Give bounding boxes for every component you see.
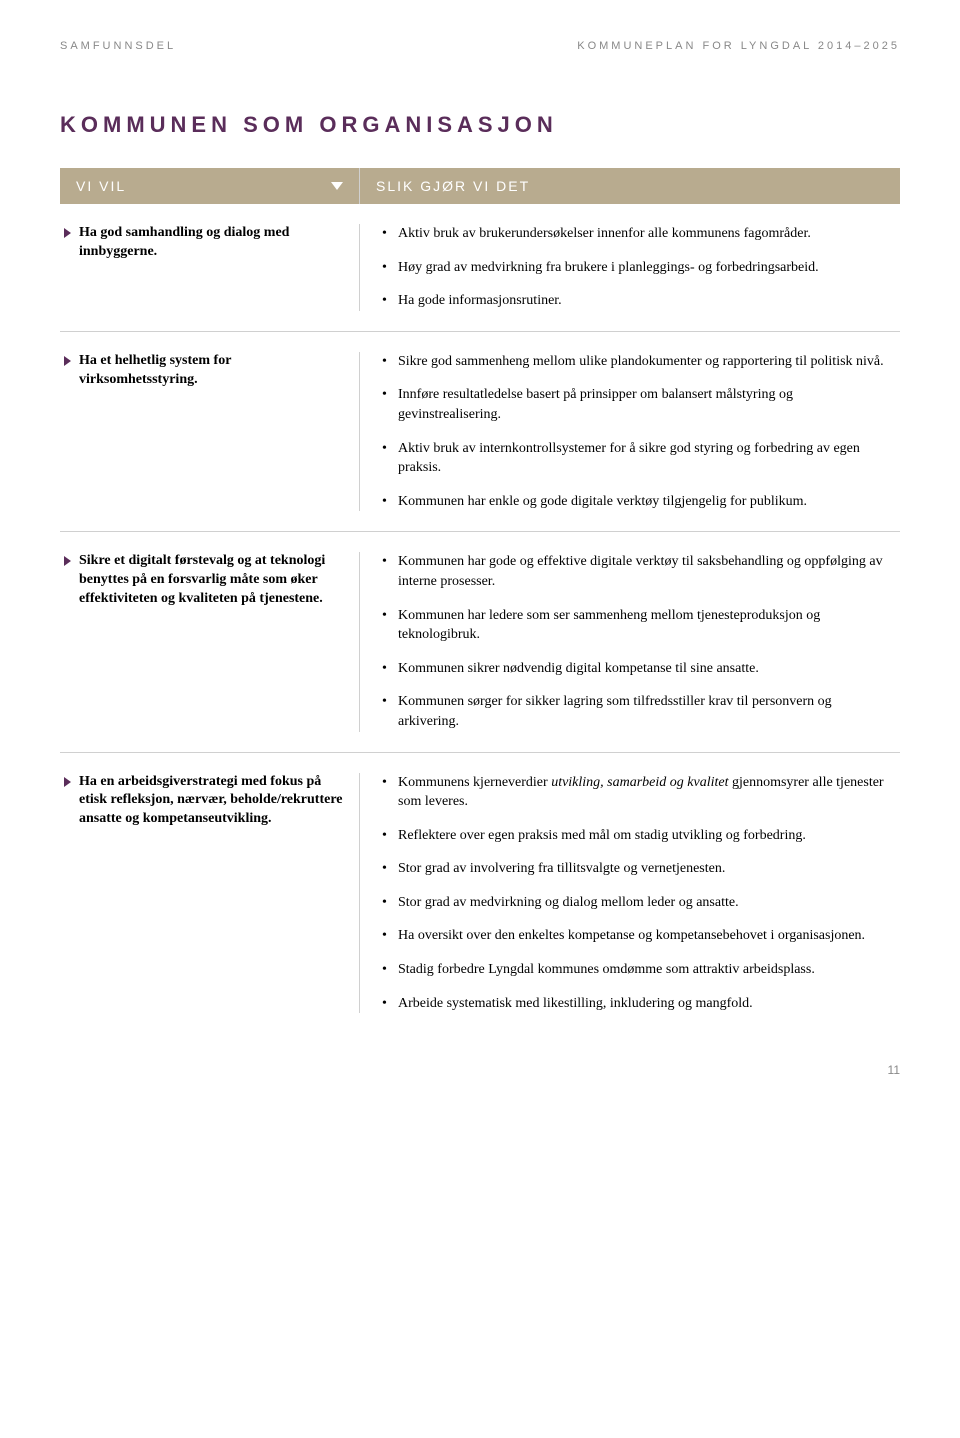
arrow-right-icon [64,356,71,366]
action-item: Innføre resultatledelse basert på prinsi… [380,385,890,424]
table-header-left-label: VI VIL [76,178,126,194]
action-item: Reflektere over egen praksis med mål om … [380,826,890,846]
action-item: Kommunen har gode og effektive digitale … [380,552,890,591]
section-title: KOMMUNEN SOM ORGANISASJON [60,112,900,138]
actions-list: Sikre god sammenheng mellom ulike plando… [380,352,890,512]
actions-cell: Aktiv bruk av brukerundersøkelser innenf… [360,224,900,311]
table-row: Sikre et digitalt førstevalg og at tekno… [60,532,900,752]
action-item: Kommunen sørger for sikker lagring som t… [380,692,890,731]
goal: Ha et helhetlig system for virksomhetsst… [64,352,343,390]
goal: Ha god samhandling og dialog med innbygg… [64,224,343,262]
rows-container: Ha god samhandling og dialog med innbygg… [60,204,900,1033]
table-header-right: SLIK GJØR VI DET [360,168,900,204]
arrow-right-icon [64,777,71,787]
header-right: KOMMUNEPLAN FOR LYNGDAL 2014–2025 [577,40,900,52]
page-number: 11 [60,1063,900,1077]
goal: Ha en arbeidsgiverstrategi med fokus på … [64,773,343,830]
table-row: Ha god samhandling og dialog med innbygg… [60,204,900,332]
action-item: Ha oversikt over den enkeltes kompetanse… [380,926,890,946]
action-item: Sikre god sammenheng mellom ulike plando… [380,352,890,372]
arrow-down-icon [331,182,343,190]
goal: Sikre et digitalt førstevalg og at tekno… [64,552,343,609]
actions-list: Aktiv bruk av brukerundersøkelser innenf… [380,224,890,311]
action-item: Kommunen har ledere som ser sammenheng m… [380,606,890,645]
goal-text: Ha et helhetlig system for virksomhetsst… [79,352,343,390]
action-item: Høy grad av medvirkning fra brukere i pl… [380,258,890,278]
goal-cell: Sikre et digitalt førstevalg og at tekno… [60,552,360,731]
page-header: SAMFUNNSDEL KOMMUNEPLAN FOR LYNGDAL 2014… [60,40,900,52]
action-item: Arbeide systematisk med likestilling, in… [380,994,890,1014]
action-item: Stor grad av medvirkning og dialog mello… [380,893,890,913]
action-item: Kommunen sikrer nødvendig digital kompet… [380,659,890,679]
actions-cell: Kommunen har gode og effektive digitale … [360,552,900,731]
action-item: Aktiv bruk av internkontrollsystemer for… [380,439,890,478]
table-row: Ha et helhetlig system for virksomhetsst… [60,332,900,533]
action-item: Kommunen har enkle og gode digitale verk… [380,492,890,512]
table-header-right-label: SLIK GJØR VI DET [376,178,530,194]
goal-cell: Ha et helhetlig system for virksomhetsst… [60,352,360,512]
goal-text: Ha en arbeidsgiverstrategi med fokus på … [79,773,343,830]
goal-text: Sikre et digitalt førstevalg og at tekno… [79,552,343,609]
actions-cell: Sikre god sammenheng mellom ulike plando… [360,352,900,512]
arrow-right-icon [64,228,71,238]
action-item: Stor grad av involvering fra tillitsvalg… [380,859,890,879]
table-header-left: VI VIL [60,168,360,204]
action-item: Stadig forbedre Lyngdal kommunes omdømme… [380,960,890,980]
goal-cell: Ha en arbeidsgiverstrategi med fokus på … [60,773,360,1014]
header-left: SAMFUNNSDEL [60,40,176,52]
actions-list: Kommunens kjerneverdier utvikling, samar… [380,773,890,1014]
table-header: VI VIL SLIK GJØR VI DET [60,168,900,204]
actions-list: Kommunen har gode og effektive digitale … [380,552,890,731]
table-row: Ha en arbeidsgiverstrategi med fokus på … [60,753,900,1034]
goal-cell: Ha god samhandling og dialog med innbygg… [60,224,360,311]
action-item: Ha gode informasjonsrutiner. [380,291,890,311]
action-item: Aktiv bruk av brukerundersøkelser innenf… [380,224,890,244]
actions-cell: Kommunens kjerneverdier utvikling, samar… [360,773,900,1014]
arrow-right-icon [64,556,71,566]
goal-text: Ha god samhandling og dialog med innbygg… [79,224,343,262]
action-item: Kommunens kjerneverdier utvikling, samar… [380,773,890,812]
